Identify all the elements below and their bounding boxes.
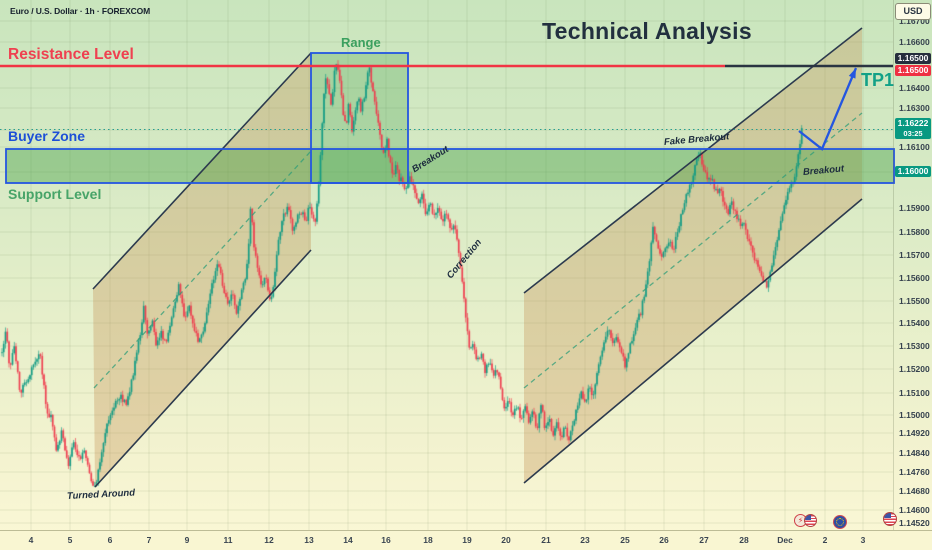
time-axis-label: 28: [739, 535, 749, 545]
time-axis-label: 9: [184, 535, 190, 545]
time-axis-label: 25: [620, 535, 630, 545]
chart-title[interactable]: Technical Analysis: [542, 18, 752, 44]
us-flag-canton: [884, 513, 891, 519]
time-axis[interactable]: 4 5 6 7 9 11 12 13 14 16 18 19 20 21 23 25 26 27 28 Dec 2 3: [0, 530, 932, 550]
price-axis-label: 1.16100: [899, 142, 930, 152]
time-axis-label: 13: [304, 535, 314, 545]
time-axis-label: 3: [860, 535, 866, 545]
price-axis-label: 1.14920: [899, 428, 930, 438]
channel-center-dashed-line[interactable]: [93, 150, 312, 389]
time-axis-label: Dec: [777, 535, 793, 545]
eu-flag-stars: [836, 518, 844, 526]
price-badge: 1.16222 03:25: [895, 118, 931, 139]
us-flag-icon[interactable]: [883, 512, 897, 526]
eu-flag-icon[interactable]: [833, 515, 847, 529]
take-profit-1-label[interactable]: TP1: [861, 70, 895, 90]
channel-center-dashed-line[interactable]: [523, 112, 863, 389]
buyer-zone-border[interactable]: [5, 148, 895, 184]
buyer-zone-label[interactable]: Buyer Zone: [8, 128, 86, 144]
price-axis-label: 1.16600: [899, 37, 930, 47]
channel-upper-line[interactable]: [92, 52, 312, 290]
price-axis-label: 1.15700: [899, 250, 930, 260]
time-axis-label: 16: [381, 535, 391, 545]
price-badge: 1.16000: [895, 166, 931, 177]
price-axis-label: 1.15100: [899, 388, 930, 398]
candlestick-chart[interactable]: [0, 0, 893, 530]
tp1-arrow-head: [848, 68, 856, 79]
channel-lower-line[interactable]: [523, 198, 863, 484]
tp1-arrow-line[interactable]: [798, 67, 858, 151]
time-axis-label: 26: [659, 535, 669, 545]
currency-usd-button[interactable]: USD: [895, 3, 931, 20]
time-axis-label: 5: [67, 535, 73, 545]
time-axis-label: 21: [541, 535, 551, 545]
time-axis-label: 2: [822, 535, 828, 545]
time-axis-label: 6: [107, 535, 113, 545]
resistance-level-label[interactable]: Resistance Level: [8, 46, 134, 63]
price-axis-label: 1.14840: [899, 448, 930, 458]
time-axis-label: 7: [146, 535, 152, 545]
time-axis-label: 12: [264, 535, 274, 545]
time-axis-label: 23: [580, 535, 590, 545]
time-axis-label: 19: [462, 535, 472, 545]
price-badge: 1.16500: [895, 53, 931, 64]
us-flag-icon[interactable]: [804, 514, 817, 527]
time-axis-label: 18: [423, 535, 433, 545]
price-axis-label: 1.14520: [899, 518, 930, 528]
price-axis-label: 1.16400: [899, 83, 930, 93]
price-axis-label: 1.15800: [899, 227, 930, 237]
price-axis[interactable]: 1.16700 1.16600 1.16400 1.16300 1.16100 1.159…: [893, 0, 932, 530]
range-box-border[interactable]: [310, 52, 409, 184]
price-axis-label: 1.16300: [899, 103, 930, 113]
price-badge: 1.16500: [895, 65, 931, 76]
time-axis-label: 4: [28, 535, 34, 545]
price-axis-label: 1.15600: [899, 273, 930, 283]
price-axis-label: 1.15500: [899, 296, 930, 306]
channel-lower-line[interactable]: [94, 249, 312, 488]
price-axis-label: 1.15400: [899, 318, 930, 328]
range-label[interactable]: Range: [341, 35, 381, 50]
price-axis-label: 1.15200: [899, 364, 930, 374]
symbol-title[interactable]: Euro / U.S. Dollar · 1h · FOREXCOM: [10, 6, 151, 16]
channel-upper-line[interactable]: [523, 27, 863, 294]
price-axis-label: 1.16700: [899, 16, 930, 26]
price-axis-label: 1.14600: [899, 505, 930, 515]
economic-event-bolt-icon[interactable]: ⚡: [794, 514, 807, 527]
price-axis-label: 1.15000: [899, 410, 930, 420]
us-flag-canton: [805, 515, 812, 520]
price-axis-label: 1.15300: [899, 341, 930, 351]
price-axis-label: 1.15900: [899, 203, 930, 213]
time-axis-label: 14: [343, 535, 353, 545]
time-axis-label: 20: [501, 535, 511, 545]
price-axis-label: 1.14680: [899, 486, 930, 496]
time-axis-label: 11: [223, 535, 233, 545]
support-level-label[interactable]: Support Level: [8, 186, 102, 202]
time-axis-label: 27: [699, 535, 709, 545]
price-axis-label: 1.14760: [899, 467, 930, 477]
